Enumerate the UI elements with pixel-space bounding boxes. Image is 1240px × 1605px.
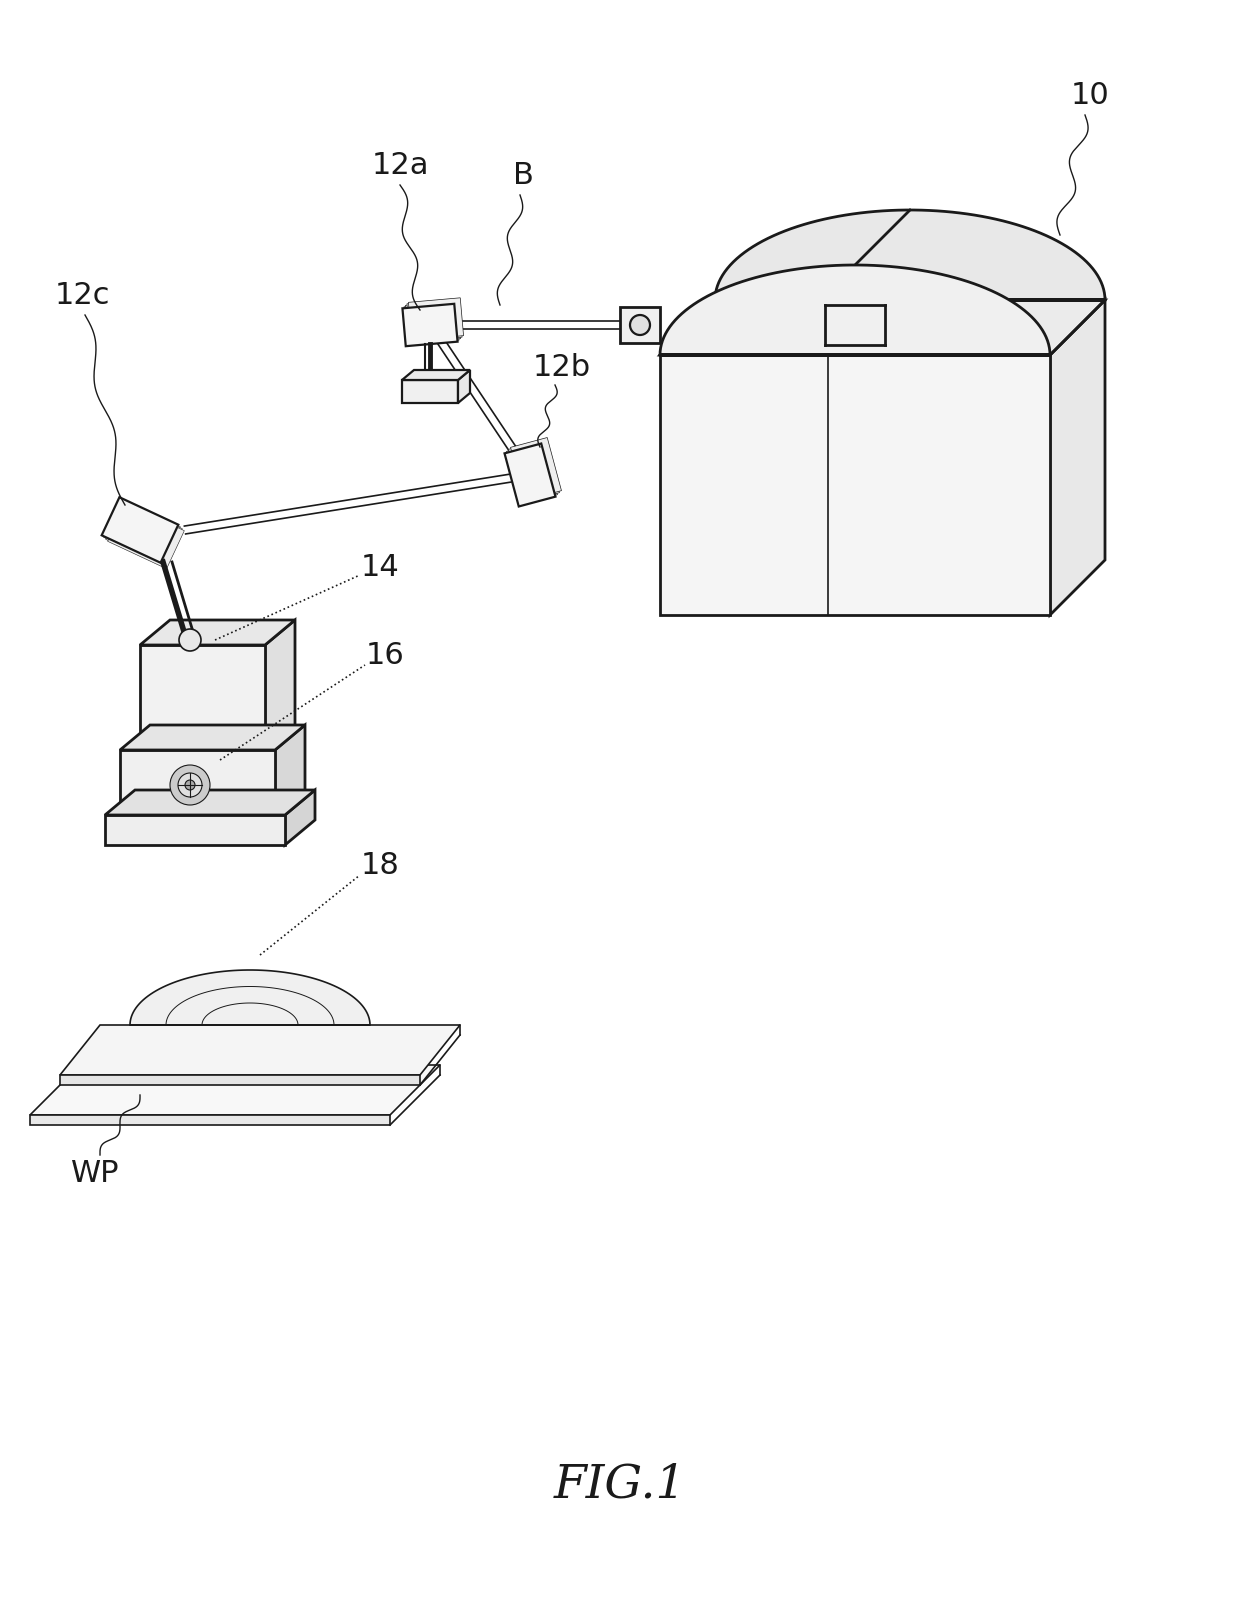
Polygon shape [660,300,1105,355]
Text: 18: 18 [361,851,399,880]
Polygon shape [60,1026,460,1075]
Text: 12a: 12a [371,151,429,180]
Polygon shape [508,440,559,502]
Polygon shape [402,380,458,403]
Text: 14: 14 [361,552,399,581]
Polygon shape [660,265,1050,355]
Text: FIG.1: FIG.1 [554,1462,686,1507]
Polygon shape [30,1066,440,1115]
Polygon shape [105,815,285,844]
Circle shape [185,780,195,790]
Polygon shape [60,1075,420,1085]
Polygon shape [105,501,182,567]
Circle shape [170,766,210,806]
Polygon shape [102,498,179,563]
Polygon shape [140,620,295,645]
Polygon shape [120,750,275,815]
Circle shape [630,315,650,335]
Text: 10: 10 [1070,80,1110,109]
Polygon shape [1050,300,1105,615]
Polygon shape [404,302,459,345]
Text: B: B [512,160,533,189]
Polygon shape [120,725,305,750]
Circle shape [179,774,202,798]
Polygon shape [458,371,470,403]
Polygon shape [130,969,370,1026]
Polygon shape [403,303,458,347]
Text: 12c: 12c [55,281,110,310]
Text: 12b: 12b [533,353,591,382]
Polygon shape [660,355,1050,615]
Polygon shape [105,790,315,815]
Polygon shape [506,441,558,504]
Polygon shape [275,725,305,815]
Polygon shape [511,438,562,501]
Polygon shape [405,300,460,343]
Polygon shape [715,210,1105,300]
Polygon shape [620,307,660,343]
Polygon shape [408,299,464,340]
Polygon shape [140,645,265,750]
Polygon shape [285,790,315,844]
Polygon shape [265,620,295,750]
Text: 16: 16 [366,640,404,669]
Polygon shape [407,299,463,342]
Polygon shape [402,371,470,380]
Text: WP: WP [71,1159,119,1188]
Polygon shape [30,1115,391,1125]
Polygon shape [108,504,185,568]
Circle shape [179,629,201,652]
Polygon shape [505,443,556,507]
Polygon shape [104,499,180,565]
